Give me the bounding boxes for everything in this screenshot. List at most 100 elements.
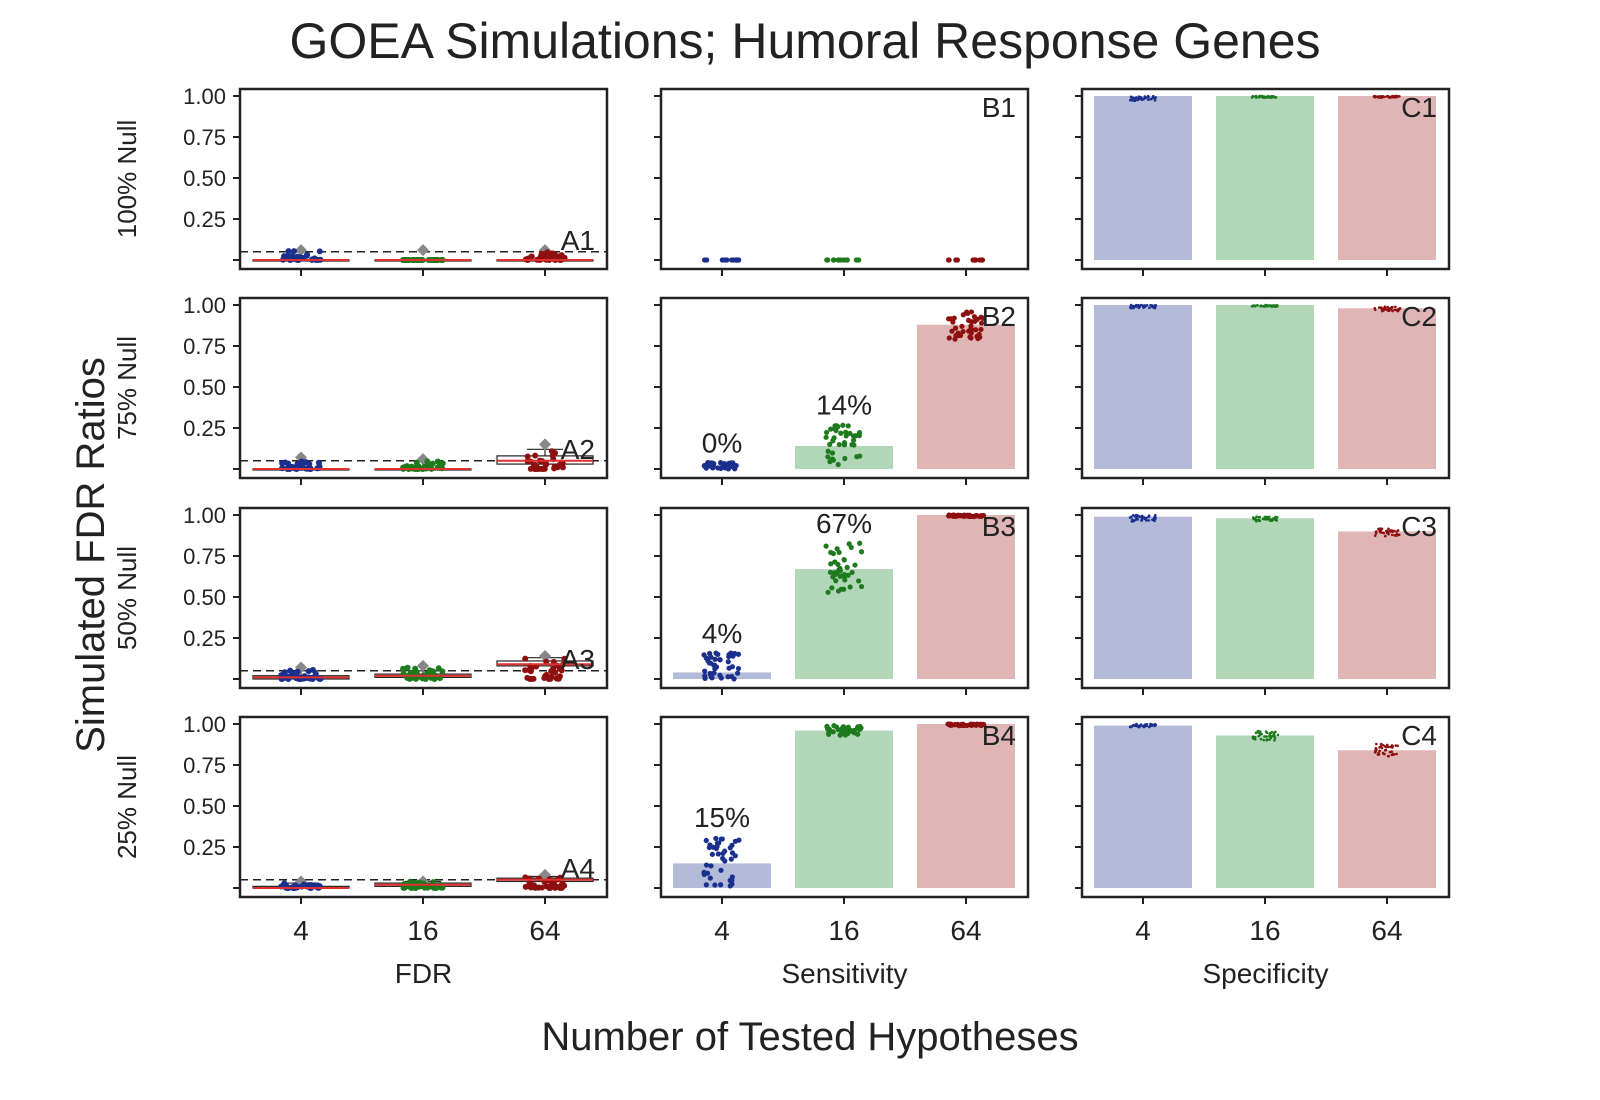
sample-point <box>1380 309 1384 313</box>
sample-point <box>719 836 725 842</box>
sample-point <box>1147 725 1151 729</box>
sample-point <box>1262 304 1265 308</box>
panel-A1: A1 <box>233 87 609 276</box>
sample-point <box>706 844 712 851</box>
sample-point <box>1390 533 1394 537</box>
sample-point <box>1273 305 1277 308</box>
y-tick-label: 0.75 <box>183 334 226 359</box>
sample-point <box>1273 738 1276 742</box>
sample-point <box>1136 303 1140 307</box>
bar <box>1216 735 1314 888</box>
sample-point <box>1391 752 1395 756</box>
sample-point <box>711 670 717 676</box>
sample-point <box>1274 515 1277 519</box>
sample-point <box>849 441 855 448</box>
panel-id-label: C1 <box>1401 92 1437 123</box>
sample-point <box>709 460 716 466</box>
sample-point <box>846 541 852 547</box>
sample-point <box>730 653 736 659</box>
sample-point <box>718 459 724 466</box>
sample-point <box>1143 517 1147 521</box>
sample-point <box>1146 95 1150 98</box>
panel-id-label: A4 <box>561 853 595 884</box>
y-tick-label: 0.50 <box>183 375 226 400</box>
sample-point <box>294 460 301 467</box>
sample-point <box>1262 738 1266 742</box>
sample-point <box>703 862 710 868</box>
sample-point <box>543 658 550 665</box>
panel-id-label: B1 <box>982 92 1016 123</box>
sample-point <box>1147 514 1151 517</box>
sample-point <box>823 429 830 436</box>
y-tick-label: 0.25 <box>183 835 226 860</box>
sample-point <box>844 257 850 263</box>
sample-point <box>1143 96 1147 100</box>
sample-point <box>1143 304 1146 307</box>
sample-point <box>1129 306 1132 309</box>
row-label-1: 75% Null <box>112 336 142 440</box>
sample-point <box>1258 730 1262 733</box>
sample-point <box>720 850 726 857</box>
sample-point <box>833 578 839 584</box>
sample-point <box>717 672 723 678</box>
sample-point <box>825 589 831 595</box>
sample-point <box>1261 517 1265 521</box>
sample-point <box>713 835 719 842</box>
sample-point <box>977 721 984 727</box>
sample-point <box>1396 529 1400 532</box>
bar-percent-label: 67% <box>816 508 872 539</box>
panel-frame <box>659 506 1030 690</box>
sample-point <box>729 257 735 263</box>
sample-point <box>957 332 964 339</box>
sample-point <box>1257 519 1261 522</box>
sample-point <box>1254 731 1258 735</box>
sample-point <box>419 675 426 682</box>
panel-id-label: C3 <box>1401 511 1437 542</box>
sample-point <box>839 729 845 736</box>
sample-point <box>434 458 441 465</box>
sample-point <box>836 441 842 448</box>
sample-point <box>300 881 307 888</box>
sample-point <box>1140 517 1144 521</box>
y-tick-label: 0.25 <box>183 416 226 441</box>
sample-point <box>703 837 709 844</box>
sample-point <box>827 569 834 575</box>
sample-point <box>303 252 310 259</box>
sample-point <box>1135 722 1138 726</box>
x-tick-label: 16 <box>407 915 438 946</box>
sample-point <box>1390 750 1394 753</box>
sample-point <box>955 721 961 728</box>
sample-point <box>1253 735 1257 739</box>
sample-point <box>828 426 834 432</box>
sample-point <box>1259 304 1262 308</box>
sample-point <box>838 257 844 263</box>
sample-point <box>836 566 842 573</box>
sample-point <box>947 721 953 727</box>
sample-point <box>1385 529 1389 533</box>
panel-id-label: C4 <box>1401 720 1437 751</box>
sample-point <box>1272 732 1276 736</box>
sample-point <box>718 882 724 888</box>
panel-id-label: B2 <box>982 301 1016 332</box>
sample-point <box>558 667 565 674</box>
sample-point <box>1142 306 1145 309</box>
sample-point <box>1267 304 1271 308</box>
y-tick-label: 1.00 <box>183 293 226 318</box>
sample-point <box>1386 743 1389 747</box>
sample-point <box>850 437 857 443</box>
sample-point <box>857 726 863 732</box>
sample-point <box>715 465 721 471</box>
sample-point <box>1154 517 1157 520</box>
sample-point <box>1252 517 1256 520</box>
sample-point <box>1256 304 1259 307</box>
sample-point <box>1143 723 1147 727</box>
sample-point <box>955 512 961 519</box>
sample-point <box>701 869 707 875</box>
panel-C4: C4 <box>1075 715 1451 904</box>
sample-point <box>540 466 547 472</box>
sample-point <box>1267 515 1271 519</box>
sample-point <box>833 724 840 730</box>
bar-percent-label: 0% <box>702 427 742 458</box>
sample-point <box>707 875 713 881</box>
sample-point <box>1269 731 1273 735</box>
